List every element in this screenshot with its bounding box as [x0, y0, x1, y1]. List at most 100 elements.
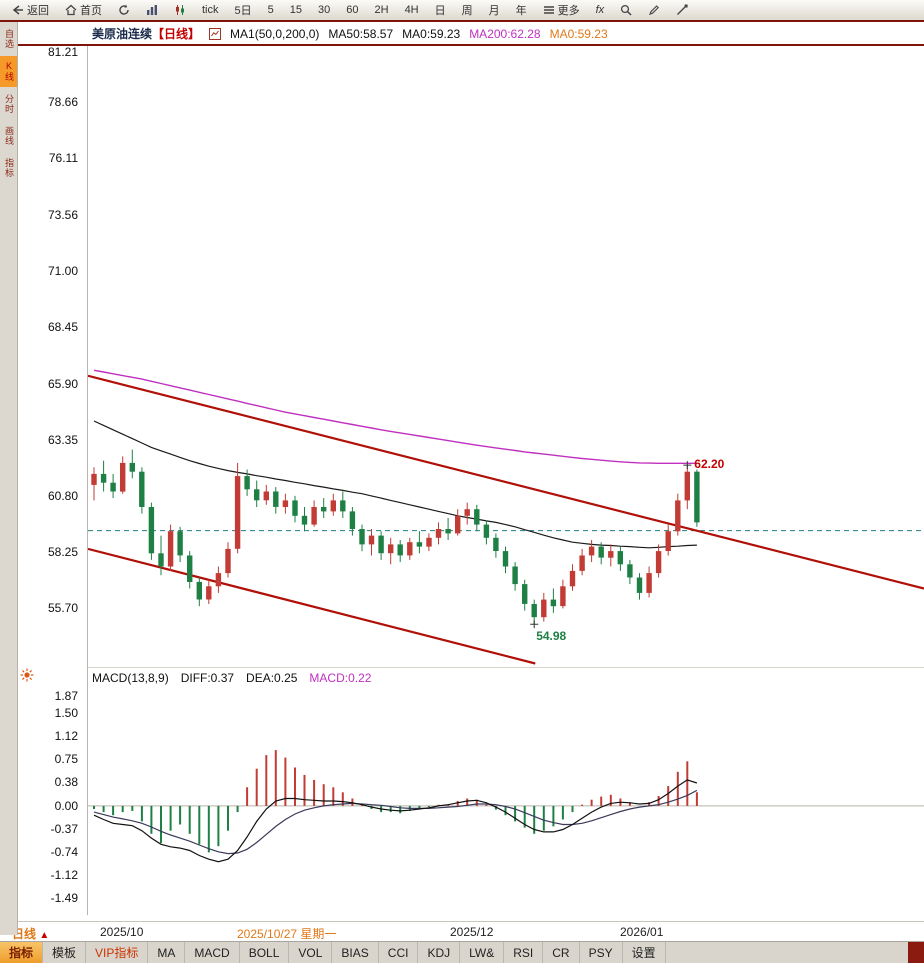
- toolbar-item-5d[interactable]: 5日: [227, 0, 260, 20]
- toolbar-item-column-chart[interactable]: [138, 0, 166, 20]
- toolbar-item-candle-chart[interactable]: [166, 0, 194, 20]
- period-selector[interactable]: 日线 ▲: [12, 925, 49, 942]
- toolbar-item-home[interactable]: 首页: [57, 0, 110, 20]
- y-axis-label: 58.25: [47, 545, 78, 560]
- toolbar-item-label: fx: [595, 4, 605, 16]
- bottom-tab-rsi[interactable]: RSI: [504, 942, 544, 963]
- bottom-tab-cr[interactable]: CR: [543, 942, 580, 963]
- toolbar-item-label: 周: [461, 5, 473, 17]
- y-axis-label: 76.11: [48, 151, 78, 166]
- selected-date-label: 2025/10/27 星期一: [237, 927, 337, 941]
- toolbar-item-refresh[interactable]: [110, 0, 138, 20]
- y-axis-label: 0.75: [54, 752, 78, 767]
- toolbar-item-search[interactable]: [612, 0, 640, 20]
- bottom-tab-bias[interactable]: BIAS: [332, 942, 379, 963]
- period-label: 日线: [12, 927, 37, 941]
- bottom-tab-psy[interactable]: PSY: [580, 942, 623, 963]
- macd-diff-value: DIFF:0.37: [180, 671, 235, 685]
- toolbar-item-label: 日: [434, 5, 446, 17]
- home-icon: [65, 4, 77, 16]
- toolbar-item-label: tick: [202, 4, 219, 16]
- pencil-icon: [648, 4, 660, 16]
- macd-plot[interactable]: [88, 690, 924, 915]
- symbol-name: 美原油连续: [92, 27, 153, 41]
- x-axis-label: 2025/10: [100, 925, 144, 939]
- refresh-icon: [118, 4, 130, 16]
- toolbar-item-label: 更多: [557, 5, 580, 17]
- y-axis-label: 1.50: [54, 705, 78, 720]
- y-axis-label: 63.35: [47, 432, 78, 447]
- bottom-tab-settings[interactable]: 设置: [623, 942, 666, 963]
- toolbar-item-label: 月: [488, 5, 500, 17]
- toolbar-item-back[interactable]: 返回: [4, 0, 57, 20]
- y-axis-line: [87, 46, 88, 915]
- toolbar-item-fx[interactable]: fx: [588, 0, 613, 20]
- toolbar-item-more[interactable]: 更多: [535, 0, 588, 20]
- indicator-settings-icon[interactable]: [209, 27, 222, 40]
- macd-y-axis: 1.87 1.50 1.12 0.75 0.38 0.00 -0.37 -0.74 -1.12 -…: [0, 689, 84, 915]
- bottom-tab-bar: 指标 模板 VIP指标 MA MACD BOLL VOL BIAS CCI KDJ LW& RSI CR…: [0, 941, 924, 963]
- sidebar-tab-intraday[interactable]: 分时: [4, 94, 14, 114]
- sidebar-tab-kline[interactable]: K线: [0, 56, 17, 87]
- bottom-tab-boll[interactable]: BOLL: [240, 942, 290, 963]
- ma-settings-label: MA1(50,0,200,0): [230, 26, 320, 41]
- toolbar-item-label: 30: [318, 4, 331, 16]
- indicator-gear-icon[interactable]: [20, 668, 34, 687]
- toolbar-item-60min[interactable]: 60: [338, 0, 366, 20]
- toolbar: 返回 首页 tick 5日 5 15 30 60 2H 4H 日 周 月 年 更多 fx: [0, 0, 924, 20]
- menu-icon: [543, 4, 555, 16]
- toolbar-item-label: 首页: [80, 5, 102, 17]
- toolbar-item-30min[interactable]: 30: [310, 0, 338, 20]
- y-axis-label: -1.49: [50, 891, 78, 906]
- toolbar-item-draw[interactable]: [640, 0, 668, 20]
- toolbar-item-month[interactable]: 月: [481, 0, 508, 20]
- y-axis-label: -0.74: [50, 844, 78, 859]
- toolbar-item-15min[interactable]: 15: [282, 0, 310, 20]
- ma50-value: MA50:58.57: [328, 26, 394, 41]
- toolbar-item-line-tool[interactable]: [668, 0, 696, 20]
- bottom-tab-kdj[interactable]: KDJ: [418, 942, 461, 963]
- svg-text:62.20: 62.20: [694, 457, 724, 471]
- sidebar-tab-drawing[interactable]: 画线: [4, 126, 14, 146]
- y-axis-label: 0.00: [54, 798, 78, 813]
- sidebar-tab-watchlist[interactable]: 自选: [4, 29, 14, 49]
- y-axis-label: 55.70: [47, 601, 78, 616]
- y-axis-label: 78.66: [47, 95, 78, 110]
- toolbar-separator: [0, 20, 924, 22]
- bottom-tab-vip-indicator[interactable]: VIP指标: [86, 942, 149, 963]
- ma0-value-2: MA0:59.23: [549, 26, 608, 41]
- candlestick-icon: [174, 4, 186, 16]
- sidebar-tab-indicator[interactable]: 指标: [4, 158, 14, 178]
- bottom-tab-lwr[interactable]: LW&: [460, 942, 505, 963]
- bottom-tab-ma[interactable]: MA: [148, 942, 186, 963]
- main-plot[interactable]: 62.20 54.98: [88, 46, 924, 669]
- sidebar: 自选 K线分时画线指标: [0, 22, 18, 935]
- toolbar-item-week[interactable]: 周: [454, 0, 481, 20]
- y-axis-label: -1.12: [50, 868, 78, 883]
- toolbar-item-year[interactable]: 年: [508, 0, 535, 20]
- bottom-tab-indicator[interactable]: 指标: [0, 942, 44, 963]
- macd-value: MACD:0.22: [309, 671, 372, 685]
- toolbar-item-label: 4H: [404, 4, 419, 16]
- x-axis-label: 2025/12: [450, 925, 494, 939]
- chart-header: 美原油连续【日线】 MA1(50,0,200,0) MA50:58.57 MA0…: [92, 25, 608, 42]
- period-tag: 【日线】: [152, 27, 201, 41]
- y-axis-label: 1.12: [54, 729, 78, 744]
- toolbar-item-5min[interactable]: 5: [260, 0, 282, 20]
- x-axis-label: 2026/01: [620, 925, 664, 939]
- bottom-tab-vol[interactable]: VOL: [289, 942, 333, 963]
- back-icon: [12, 4, 24, 16]
- bottom-tab-template[interactable]: 模板: [43, 942, 87, 963]
- magnifier-icon: [620, 4, 632, 16]
- bottom-tab-macd[interactable]: MACD: [185, 942, 240, 963]
- y-axis-label: 0.38: [54, 775, 78, 790]
- toolbar-item-tick[interactable]: tick: [194, 0, 227, 20]
- line-tool-icon: [676, 4, 688, 16]
- toolbar-item-4h[interactable]: 4H: [397, 0, 427, 20]
- toolbar-item-day[interactable]: 日: [427, 0, 454, 20]
- bottom-tab-cci[interactable]: CCI: [379, 942, 419, 963]
- toolbar-item-label: 5: [267, 4, 274, 16]
- toolbar-item-2h[interactable]: 2H: [367, 0, 397, 20]
- toolbar-item-label: 年: [515, 5, 527, 17]
- y-axis-label: 60.80: [47, 488, 78, 503]
